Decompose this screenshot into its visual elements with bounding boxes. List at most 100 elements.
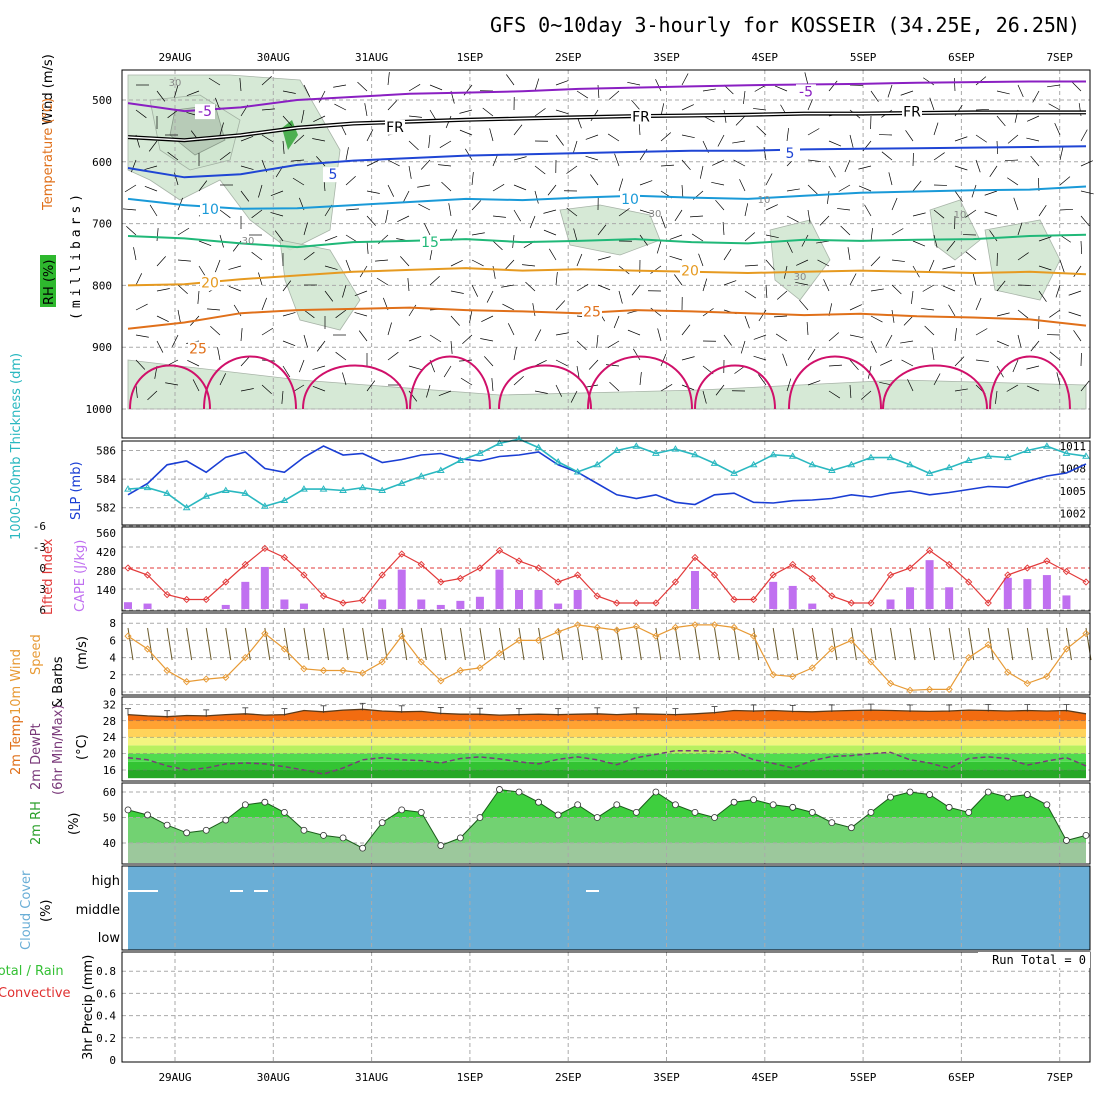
wind-barb bbox=[880, 359, 893, 366]
wind-barb bbox=[772, 627, 779, 661]
li-tick-label: 6 bbox=[39, 604, 46, 617]
ylabel-cape: CAPE (J/kg) bbox=[73, 540, 88, 612]
wind-barb bbox=[953, 77, 956, 92]
panel-frame bbox=[121, 440, 1091, 526]
wind-speed-marker bbox=[828, 645, 836, 653]
ylabel-temp-units: (°C) bbox=[75, 734, 90, 760]
wind-barb bbox=[251, 251, 263, 261]
wind-barb bbox=[858, 165, 872, 170]
li-marker bbox=[984, 599, 992, 607]
wind-barb bbox=[669, 255, 683, 261]
wind-barb bbox=[1007, 627, 1014, 661]
date-label-bottom: 31AUG bbox=[355, 1071, 388, 1084]
wind-barb bbox=[660, 164, 674, 167]
wind-speed-marker bbox=[495, 649, 504, 657]
li-marker bbox=[652, 599, 660, 607]
rh-marker bbox=[691, 809, 699, 816]
wind-speed-marker bbox=[378, 658, 386, 666]
cape-bar bbox=[886, 599, 895, 609]
wind-barb bbox=[1026, 627, 1033, 661]
wind-speed-marker bbox=[183, 678, 191, 686]
thickness-marker bbox=[867, 453, 875, 461]
wind-barb bbox=[459, 109, 473, 114]
wind-barb bbox=[555, 332, 569, 336]
wind-barb bbox=[996, 312, 1010, 317]
wind-barb bbox=[408, 140, 419, 151]
wind-barb bbox=[513, 184, 527, 191]
wind-barb bbox=[948, 627, 955, 661]
li-tick-label: 3 bbox=[39, 583, 46, 596]
wind-speed-marker bbox=[613, 626, 621, 634]
wind-barb bbox=[931, 347, 935, 361]
wind-speed-marker bbox=[515, 636, 523, 645]
li-marker bbox=[476, 564, 484, 572]
wind-barb bbox=[299, 359, 305, 373]
wind-barb bbox=[506, 74, 515, 86]
wind-barb bbox=[732, 140, 746, 144]
wind-barb bbox=[929, 627, 936, 661]
wind-barb bbox=[282, 365, 291, 378]
wind-barb bbox=[885, 334, 893, 347]
wind-barb bbox=[1080, 215, 1090, 227]
rh-ylabel: 2m RH bbox=[29, 801, 44, 845]
wind-barb bbox=[376, 277, 389, 286]
thickness-marker bbox=[1043, 442, 1051, 449]
panel-frame bbox=[121, 865, 1091, 951]
wind-barb bbox=[324, 265, 338, 270]
li-marker bbox=[828, 592, 836, 600]
date-label-top: 31AUG bbox=[355, 51, 388, 64]
wind-speed-marker bbox=[984, 641, 992, 649]
wind-barb bbox=[1030, 340, 1040, 352]
panel-frame bbox=[121, 696, 1091, 782]
wind-barb bbox=[543, 229, 557, 236]
wind-barb bbox=[811, 627, 818, 661]
wind-barb bbox=[407, 278, 410, 292]
wind-barb bbox=[758, 374, 767, 386]
wind-barb bbox=[316, 156, 326, 167]
chart-title: GFS 0~10day 3-hourly for KOSSEIR (34.25E… bbox=[490, 13, 1080, 37]
wind-barb bbox=[441, 181, 452, 192]
wind-barb bbox=[1054, 122, 1061, 136]
wind-barb bbox=[387, 322, 392, 336]
wind-barb bbox=[954, 190, 963, 202]
wind-barb bbox=[614, 153, 620, 167]
wind-barb bbox=[657, 328, 662, 342]
wind-barb bbox=[1017, 309, 1029, 319]
wind-tick-label: 8 bbox=[109, 617, 116, 630]
wind-ylabel-speed: Speed bbox=[29, 634, 44, 675]
thickness-marker bbox=[1062, 449, 1071, 456]
wind-barb bbox=[975, 359, 989, 362]
wind-barb bbox=[1026, 115, 1040, 122]
ylabel-cloud-units: (%) bbox=[39, 900, 54, 923]
rh-marker bbox=[183, 829, 191, 837]
date-label-top: 6SEP bbox=[948, 51, 975, 64]
li-marker bbox=[554, 578, 562, 586]
cape-bar bbox=[573, 590, 582, 609]
wind-speed-marker bbox=[398, 632, 406, 640]
run-total-bg bbox=[978, 952, 1090, 968]
wind-barb bbox=[715, 384, 725, 396]
wind-barb bbox=[597, 256, 611, 261]
wind-barb bbox=[837, 208, 851, 211]
thickness-marker bbox=[906, 460, 914, 468]
thickness-marker bbox=[495, 439, 504, 446]
wind-barb bbox=[197, 290, 200, 304]
isotherm-label: 25 bbox=[189, 341, 207, 357]
wind-barb bbox=[148, 140, 158, 152]
wind-barb bbox=[177, 284, 188, 294]
wind-barb bbox=[440, 627, 447, 661]
thickness-marker bbox=[808, 460, 817, 468]
wind-barb bbox=[147, 627, 154, 661]
thickness-marker bbox=[456, 456, 465, 464]
wind-barb bbox=[198, 240, 212, 246]
rh-marker bbox=[437, 842, 445, 849]
isotherm-label-bg bbox=[902, 104, 922, 120]
wind-speed-marker bbox=[437, 677, 445, 685]
wind-barb bbox=[261, 297, 267, 311]
wind-barb bbox=[740, 340, 746, 354]
thickness-marker bbox=[397, 479, 406, 486]
li-marker bbox=[261, 544, 269, 553]
wind-barb bbox=[387, 72, 390, 86]
wind-barb bbox=[397, 215, 410, 223]
wind-speed-marker bbox=[358, 669, 367, 677]
